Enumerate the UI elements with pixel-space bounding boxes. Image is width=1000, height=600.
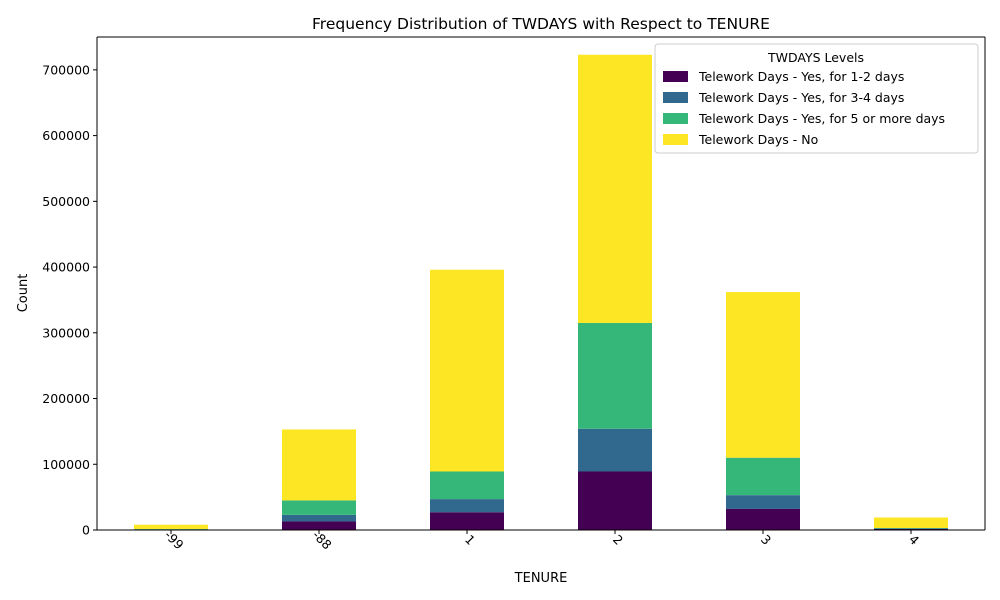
x-tick-label: -99 <box>162 527 187 552</box>
legend-box <box>654 43 979 154</box>
chart-title: Frequency Distribution of TWDAYS with Re… <box>312 15 770 33</box>
bar-segment-1-series-1 <box>430 499 504 513</box>
bar-segment--88-series-0 <box>282 521 356 530</box>
bar-segment-2-series-0 <box>578 471 652 530</box>
legend-swatch-1 <box>663 92 688 103</box>
y-tick-label: 200000 <box>42 391 90 406</box>
legend-label-0: Telework Days - Yes, for 1-2 days <box>698 69 904 84</box>
y-tick-label: 100000 <box>42 457 90 472</box>
y-tick-label: 300000 <box>42 325 90 340</box>
x-axis-title: TENURE <box>514 571 568 586</box>
x-tick-label: 1 <box>462 532 478 548</box>
bar-segment-1-series-2 <box>430 471 504 500</box>
bar-segment-3-series-1 <box>726 495 800 509</box>
bars-layer <box>134 54 948 530</box>
legend-label-2: Telework Days - Yes, for 5 or more days <box>698 111 945 126</box>
y-tick-label: 700000 <box>42 62 90 77</box>
bar-segment-2-series-1 <box>578 428 652 472</box>
bar-segment-2-series-3 <box>578 54 652 323</box>
axes-layer: 0 100000 200000 300000 400000 500000 600000 700… <box>42 36 986 552</box>
y-tick-label: 600000 <box>42 128 90 143</box>
bar-segment-1-series-3 <box>430 269 504 472</box>
legend-label-3: Telework Days - No <box>698 132 818 147</box>
x-tick-label: 4 <box>906 532 922 548</box>
legend-label-1: Telework Days - Yes, for 3-4 days <box>698 90 904 105</box>
legend-swatch-2 <box>663 113 688 124</box>
bar-segment--99-series-3 <box>134 524 208 530</box>
legend: TWDAYS Levels Telework Days - Yes, for 1… <box>654 43 979 154</box>
y-tick-label: 500000 <box>42 194 90 209</box>
y-tick-label: 400000 <box>42 260 90 275</box>
bar-segment-4-series-2 <box>874 528 948 529</box>
bar-segment-2-series-2 <box>578 322 652 429</box>
x-tick-label: 2 <box>610 532 626 548</box>
y-axis-title: Count <box>16 274 31 313</box>
legend-swatch-3 <box>663 134 688 145</box>
x-tick-label: 3 <box>758 532 774 548</box>
bar-segment--88-series-2 <box>282 500 356 515</box>
x-tick-label: -88 <box>310 527 335 552</box>
legend-swatch-0 <box>663 71 688 82</box>
y-tick-label: 0 <box>82 523 90 538</box>
bar-segment-3-series-2 <box>726 457 800 496</box>
bar-segment-4-series-3 <box>874 517 948 529</box>
bar-segment--88-series-1 <box>282 514 356 522</box>
bar-segment-3-series-0 <box>726 508 800 530</box>
bar-segment-1-series-0 <box>430 512 504 530</box>
bar-segment-3-series-3 <box>726 292 800 458</box>
bar-segment--88-series-3 <box>282 429 356 501</box>
legend-title: TWDAYS Levels <box>767 50 864 65</box>
